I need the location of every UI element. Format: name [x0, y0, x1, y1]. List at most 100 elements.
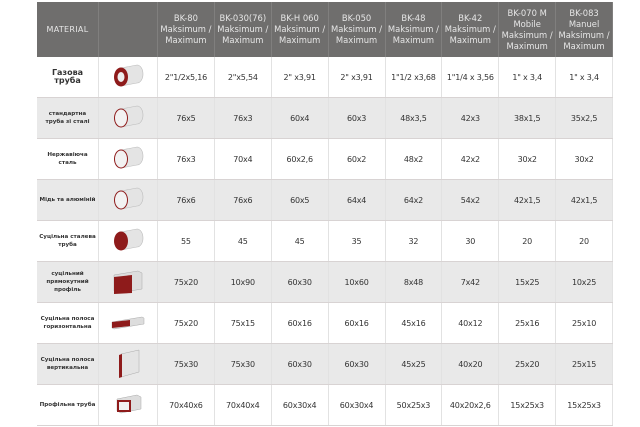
bending-capacity-table: MATERIAL BK-80 Maksimum / Maximum BK-030… [37, 2, 613, 426]
material-name: Газова труба [37, 57, 99, 98]
capacity-value: 10x60 [328, 261, 386, 303]
capacity-value: 60x30 [328, 343, 386, 385]
material-name: Мідь та алюміній [37, 179, 99, 221]
capacity-value: 76x6 [157, 179, 215, 221]
column-header: BK-083 Manuel Maksimum / Maximum [555, 2, 613, 57]
capacity-value: 15x25 [498, 261, 557, 303]
capacity-value: 64x4 [328, 179, 386, 221]
capacity-value: 50x25x3 [385, 384, 443, 426]
capacity-value: 76x6 [214, 179, 272, 221]
capacity-value: 1"1/4 x 3,56 [441, 57, 500, 98]
capacity-value: 25x16 [498, 302, 557, 344]
capacity-value: 70x4 [214, 138, 272, 180]
capacity-value: 30x2 [498, 138, 557, 180]
pipe-icon [98, 179, 158, 221]
capacity-value: 15x25x3 [555, 384, 613, 426]
capacity-value: 64x2 [385, 179, 443, 221]
capacity-value: 1"1/2 x3,68 [385, 57, 443, 98]
capacity-value: 60x2,6 [271, 138, 329, 180]
column-header: BK-H 060 Maksimum / Maximum [271, 2, 329, 57]
table-row: Профільна труба 70x40x6 70x40x4 60x30x4 60x3… [37, 384, 613, 426]
table-row: суцільний прямокутний профіль 75x20 10x90 6… [37, 261, 613, 303]
capacity-value: 60x30 [271, 343, 329, 385]
table-row: Газова труба 2"1/2x5,16 2"x5,54 2" x3,91 2" … [37, 57, 613, 98]
capacity-value: 40x12 [441, 302, 500, 344]
pipe-thick-icon [98, 57, 158, 98]
material-name: Суцільна сталева труба [37, 220, 99, 262]
capacity-value: 76x3 [214, 97, 272, 139]
column-header: BK-050 Maksimum / Maximum [328, 2, 386, 57]
image-header [98, 2, 158, 57]
capacity-value: 60x30x4 [328, 384, 386, 426]
pipe-icon [98, 97, 158, 139]
capacity-value: 76x3 [157, 138, 215, 180]
capacity-value: 2" x3,91 [271, 57, 329, 98]
capacity-value: 60x16 [328, 302, 386, 344]
material-name: стандартна труба зі сталі [37, 97, 99, 139]
capacity-value: 45 [271, 220, 329, 262]
material-header: MATERIAL [37, 2, 99, 57]
capacity-value: 2" x3,91 [328, 57, 386, 98]
capacity-value: 40x20 [441, 343, 500, 385]
material-name: Профільна труба [37, 384, 99, 426]
material-name: Нержавіюча сталь [37, 138, 99, 180]
header-row: MATERIAL BK-80 Maksimum / Maximum BK-030… [37, 2, 613, 57]
capacity-value: 42x2 [441, 138, 500, 180]
column-header: BK-42 Maksimum / Maximum [441, 2, 500, 57]
capacity-value: 75x15 [214, 302, 272, 344]
capacity-value: 60x30x4 [271, 384, 329, 426]
flat-strip-horizontal-icon [98, 302, 158, 344]
capacity-value: 38x1,5 [498, 97, 557, 139]
capacity-value: 40x20x2,6 [441, 384, 500, 426]
capacity-value: 35 [328, 220, 386, 262]
capacity-value: 60x5 [271, 179, 329, 221]
capacity-value: 42x1,5 [555, 179, 613, 221]
rectangular-tube-icon [98, 384, 158, 426]
capacity-value: 75x30 [214, 343, 272, 385]
capacity-value: 45x16 [385, 302, 443, 344]
capacity-value: 1" x 3,4 [498, 57, 557, 98]
capacity-value: 15x25x3 [498, 384, 557, 426]
capacity-value: 32 [385, 220, 443, 262]
capacity-value: 60x4 [271, 97, 329, 139]
solid-rod-icon [98, 220, 158, 262]
capacity-value: 10x25 [555, 261, 613, 303]
capacity-value: 75x30 [157, 343, 215, 385]
column-header: BK-80 Maksimum / Maximum [157, 2, 215, 57]
capacity-value: 20 [498, 220, 557, 262]
material-name: суцільний прямокутний профіль [37, 261, 99, 303]
capacity-value: 25x10 [555, 302, 613, 344]
capacity-value: 76x5 [157, 97, 215, 139]
table-row: Суцільна сталева труба 55 45 45 35 32 30 20 20 [37, 220, 613, 262]
capacity-value: 54x2 [441, 179, 500, 221]
capacity-value: 25x20 [498, 343, 557, 385]
capacity-value: 2"x5,54 [214, 57, 272, 98]
capacity-value: 1" x 3,4 [555, 57, 613, 98]
capacity-value: 25x15 [555, 343, 613, 385]
capacity-value: 48x2 [385, 138, 443, 180]
flat-strip-vertical-icon [98, 343, 158, 385]
capacity-value: 60x3 [328, 97, 386, 139]
column-header: BK-48 Maksimum / Maximum [385, 2, 443, 57]
capacity-value: 30 [441, 220, 500, 262]
capacity-value: 8x48 [385, 261, 443, 303]
table-row: Мідь та алюміній 76x6 76x6 60x5 64x4 64x2 54x2… [37, 179, 613, 221]
capacity-value: 2"1/2x5,16 [157, 57, 215, 98]
solid-bar-icon [98, 261, 158, 303]
capacity-value: 10x90 [214, 261, 272, 303]
capacity-value: 60x16 [271, 302, 329, 344]
column-header: BK-030(76) Maksimum / Maximum [214, 2, 272, 57]
capacity-value: 20 [555, 220, 613, 262]
material-name: Суцільна полоса вертикальна [37, 343, 99, 385]
table-row: Суцільна полоса горизонтальна 75x20 75x15 6… [37, 302, 613, 344]
capacity-value: 35x2,5 [555, 97, 613, 139]
table-row: Суцільна полоса вертикальна 75x30 75x30 60x… [37, 343, 613, 385]
pipe-icon [98, 138, 158, 180]
capacity-value: 42x1,5 [498, 179, 557, 221]
capacity-value: 45x25 [385, 343, 443, 385]
capacity-value: 30x2 [555, 138, 613, 180]
capacity-value: 70x40x6 [157, 384, 215, 426]
column-header: BK-070 M Mobile Maksimum / Maximum [498, 2, 557, 57]
table-row: стандартна труба зі сталі 76x5 76x3 60x4 60x… [37, 97, 613, 139]
capacity-value: 48x3,5 [385, 97, 443, 139]
